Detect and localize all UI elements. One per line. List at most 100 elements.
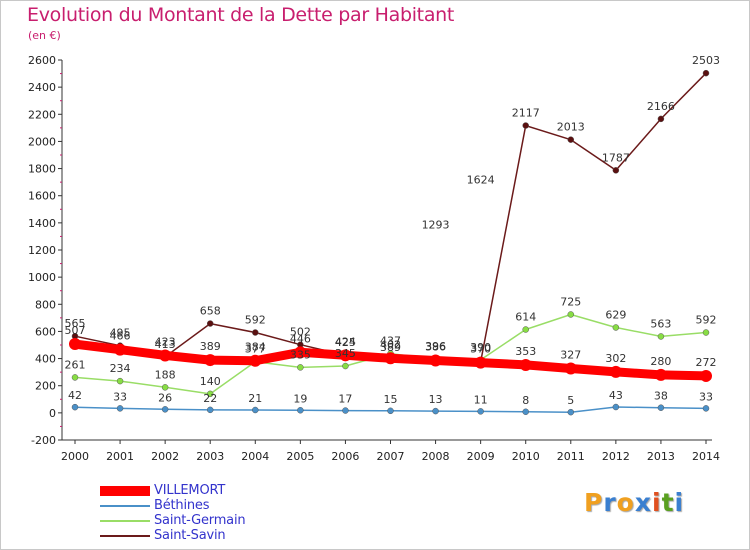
y-tick-label: 2600 [28,54,56,67]
data-point [609,365,622,378]
data-point [116,377,124,385]
legend-swatch [100,520,150,522]
data-label: 390 [470,341,491,354]
data-label: 261 [65,358,86,371]
data-label: 8 [522,394,529,407]
data-label: 389 [380,341,401,354]
data-label: 43 [609,389,623,402]
data-point [702,405,710,412]
data-label: 389 [200,340,221,353]
y-tick-label: 2400 [28,81,56,94]
y-tick-label: 600 [35,325,56,338]
data-point [159,349,172,362]
data-label: 592 [245,314,266,327]
data-point [297,364,304,371]
data-label: 26 [158,391,172,404]
data-label: 22 [203,392,217,405]
data-point [612,324,620,331]
data-point [342,362,349,370]
data-label: 2013 [557,121,585,134]
chart-title: Evolution du Montant de la Dette par Hab… [27,4,455,26]
data-label: 5 [567,394,574,407]
data-point [657,333,665,340]
data-point [339,349,352,362]
data-point [612,403,620,411]
legend-label: Béthines [154,498,210,513]
data-point [519,358,532,371]
data-label: 563 [650,317,671,330]
data-label: 386 [425,340,446,353]
data-label: 302 [605,352,626,365]
data-point [474,356,487,369]
data-point [161,384,169,391]
data-label: 658 [200,305,221,318]
data-point [522,122,529,129]
data-label: 19 [293,392,307,405]
x-tick-label: 2009 [467,450,495,463]
data-point [567,136,575,143]
data-point [429,354,442,367]
data-point [206,320,214,327]
data-label: 2166 [647,100,675,113]
data-label: 21 [248,392,262,405]
data-label: 13 [429,393,443,406]
data-label: 1787 [602,151,630,164]
data-point [249,354,262,367]
y-tick-label: 200 [35,380,56,393]
data-point [206,390,214,398]
data-label: 592 [696,314,717,327]
legend-swatch [100,535,150,537]
data-point [567,311,575,318]
x-tick-label: 2013 [647,450,675,463]
data-point [522,408,529,416]
data-label: 33 [113,390,127,403]
data-point [702,69,710,77]
proxiti-logo: Proxiti [584,488,685,517]
data-point [206,406,214,414]
data-label: 423 [155,335,176,348]
data-point [654,368,667,381]
data-label: 280 [650,355,671,368]
x-tick-label: 2008 [422,450,450,463]
data-point [657,115,665,123]
data-label: 345 [335,347,356,360]
data-label: 502 [290,326,311,339]
data-point [384,352,397,365]
data-label: 42 [68,389,82,402]
data-label: 614 [515,311,536,324]
data-point [252,329,259,336]
x-tick-label: 2014 [692,450,720,463]
x-tick-label: 2005 [286,450,314,463]
data-point [294,346,307,359]
data-point [700,369,712,382]
data-label: 353 [515,345,536,358]
data-point [564,362,577,375]
data-point [612,167,620,174]
data-point [252,406,259,414]
data-label: 425 [335,336,356,349]
data-label: 424 [335,335,356,348]
data-point [204,354,217,367]
legend-label: Saint-Savin [154,528,226,543]
data-point [567,408,575,416]
legend-swatch [100,505,150,507]
x-tick-label: 2003 [196,450,224,463]
y-tick-label: -200 [31,434,56,447]
data-label: 15 [384,393,398,406]
legend-label: Saint-Germain [154,513,246,528]
data-label: 446 [290,332,311,345]
x-tick-label: 2004 [241,450,269,463]
data-label: 413 [155,338,176,351]
data-label: 38 [654,390,668,403]
x-tick-label: 2002 [151,450,179,463]
data-label: 396 [425,340,446,353]
data-label: 565 [65,317,86,330]
data-label: 437 [380,335,401,348]
data-point [702,329,710,336]
y-tick-label: 800 [35,298,56,311]
data-label: 507 [65,324,86,337]
data-label: 466 [110,330,131,343]
data-point [297,407,304,414]
data-label: 2503 [692,54,720,67]
